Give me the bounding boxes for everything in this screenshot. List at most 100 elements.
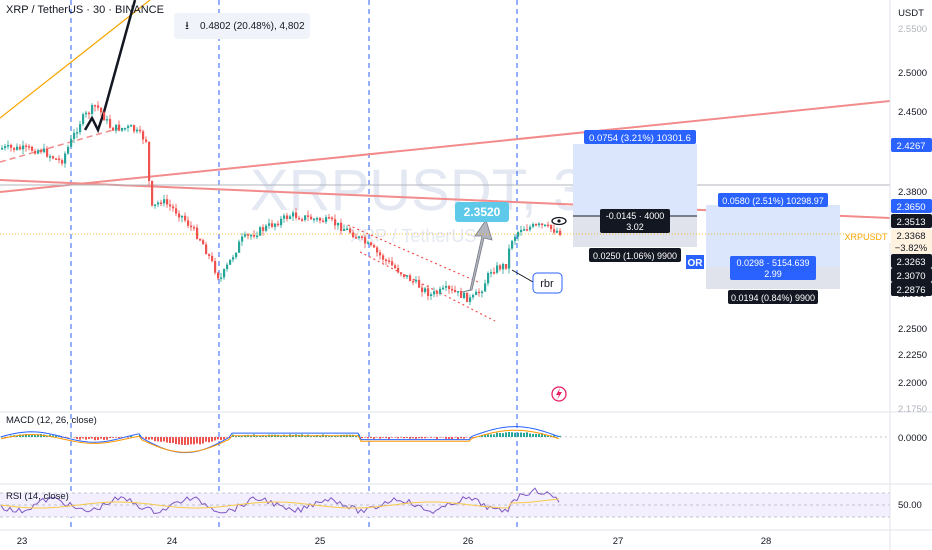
or-label-text: OR <box>688 258 704 269</box>
candle-body <box>301 219 304 221</box>
candle-body <box>505 263 508 269</box>
macd-bar <box>304 435 306 437</box>
candle-body <box>127 125 130 128</box>
candle-body <box>406 275 409 277</box>
candle-body <box>409 275 412 282</box>
price-tick: 2.2500 <box>898 324 927 335</box>
macd-bar <box>427 437 429 438</box>
eye-icon[interactable] <box>551 216 567 226</box>
macd-bar <box>442 437 444 438</box>
rbr-callout[interactable] <box>532 272 563 294</box>
candle-body <box>502 263 505 270</box>
candle-body <box>217 272 220 279</box>
macd-bar <box>226 437 228 438</box>
candle-body <box>508 248 511 269</box>
candle-body <box>178 213 181 218</box>
macd-bar <box>496 432 498 437</box>
candle-body <box>172 206 175 209</box>
right-target-label[interactable] <box>718 193 828 207</box>
candle-body <box>376 247 379 253</box>
time-tick: 28 <box>761 536 772 547</box>
top-target-label-text: 0.0754 (3.21%) 10301.6 <box>589 133 691 144</box>
right-mid-label[interactable] <box>730 256 816 280</box>
macd-bar <box>334 435 336 437</box>
macd-bar <box>145 437 147 440</box>
or-label[interactable] <box>686 255 704 269</box>
orange-trendline[interactable] <box>0 0 151 119</box>
price-marker-text: 2.4267 <box>896 141 925 152</box>
macd-bar <box>172 437 174 443</box>
macd-bar <box>481 434 483 437</box>
candle-body <box>130 125 133 127</box>
candle-body <box>328 217 331 219</box>
candle-body <box>175 208 178 214</box>
macd-bar <box>436 437 438 440</box>
rsi-label[interactable]: RSI (14, close) <box>6 491 69 502</box>
mid-stop-label[interactable] <box>589 248 681 262</box>
candle-body <box>58 158 61 161</box>
macd-bar <box>412 437 414 439</box>
macd-bar <box>103 437 105 440</box>
candle-body <box>82 114 85 125</box>
candle-body <box>310 216 313 220</box>
symbol-title[interactable]: XRP / TetherUS · 30 · BINANCE <box>6 4 164 16</box>
price-marker <box>891 254 932 268</box>
candle-body <box>526 229 529 231</box>
mid-stop-label-text: 0.0250 (1.06%) 9900 <box>593 251 677 261</box>
macd-bar <box>382 437 384 438</box>
candle-body <box>436 291 439 294</box>
candle-body <box>37 150 40 154</box>
candle-body <box>223 269 226 278</box>
black-drawing-line[interactable] <box>83 0 137 134</box>
candle-body <box>19 146 22 150</box>
top-position-target-zone[interactable] <box>573 144 697 216</box>
macd-bar <box>208 437 210 443</box>
candle-body <box>199 238 202 241</box>
falling-channel[interactable] <box>347 224 496 322</box>
candle-body <box>190 225 193 228</box>
right-stop-label[interactable] <box>728 290 818 304</box>
candle-body <box>472 294 475 298</box>
macd-bar <box>70 436 72 438</box>
candle-body <box>514 236 517 241</box>
macd-bar <box>202 437 204 444</box>
lightning-icon[interactable] <box>551 386 567 402</box>
macd-bar <box>490 434 492 437</box>
candle-body <box>394 265 397 268</box>
candle-body <box>319 218 322 221</box>
candle-body <box>340 222 343 231</box>
candle-body <box>352 232 355 238</box>
candle-body <box>148 141 151 181</box>
candle-body <box>16 146 19 150</box>
macd-bar <box>181 437 183 445</box>
macd-bar <box>370 437 372 439</box>
time-axis: 23 24 25 26 27 28 <box>17 536 772 547</box>
price-tick: 2.2250 <box>898 350 927 361</box>
macd-bar <box>430 437 432 438</box>
candle-body <box>385 259 388 262</box>
price-marker <box>844 229 892 243</box>
candle-body <box>124 127 127 130</box>
macd-bar <box>511 432 513 437</box>
candle-body <box>529 226 532 230</box>
top-target-label[interactable] <box>584 130 696 144</box>
time-tick: 24 <box>167 536 178 547</box>
macd-bar <box>520 432 522 437</box>
candle-body <box>433 291 436 295</box>
candle-body <box>346 228 349 230</box>
candle-body <box>181 215 184 218</box>
candle-body <box>244 234 247 237</box>
candle-body <box>379 252 382 256</box>
candle-body <box>487 273 490 284</box>
macd-bar <box>94 437 96 441</box>
mid-position-label[interactable] <box>600 209 670 233</box>
candle-body <box>439 288 442 294</box>
macd-bar <box>52 435 54 437</box>
macd-bar <box>541 433 543 437</box>
price-badge[interactable] <box>455 202 509 222</box>
red-dashed-line-left[interactable] <box>0 127 121 163</box>
macd-bar <box>484 434 486 437</box>
macd-bar <box>100 437 102 439</box>
macd-label[interactable]: MACD (12, 26, close) <box>6 415 97 426</box>
